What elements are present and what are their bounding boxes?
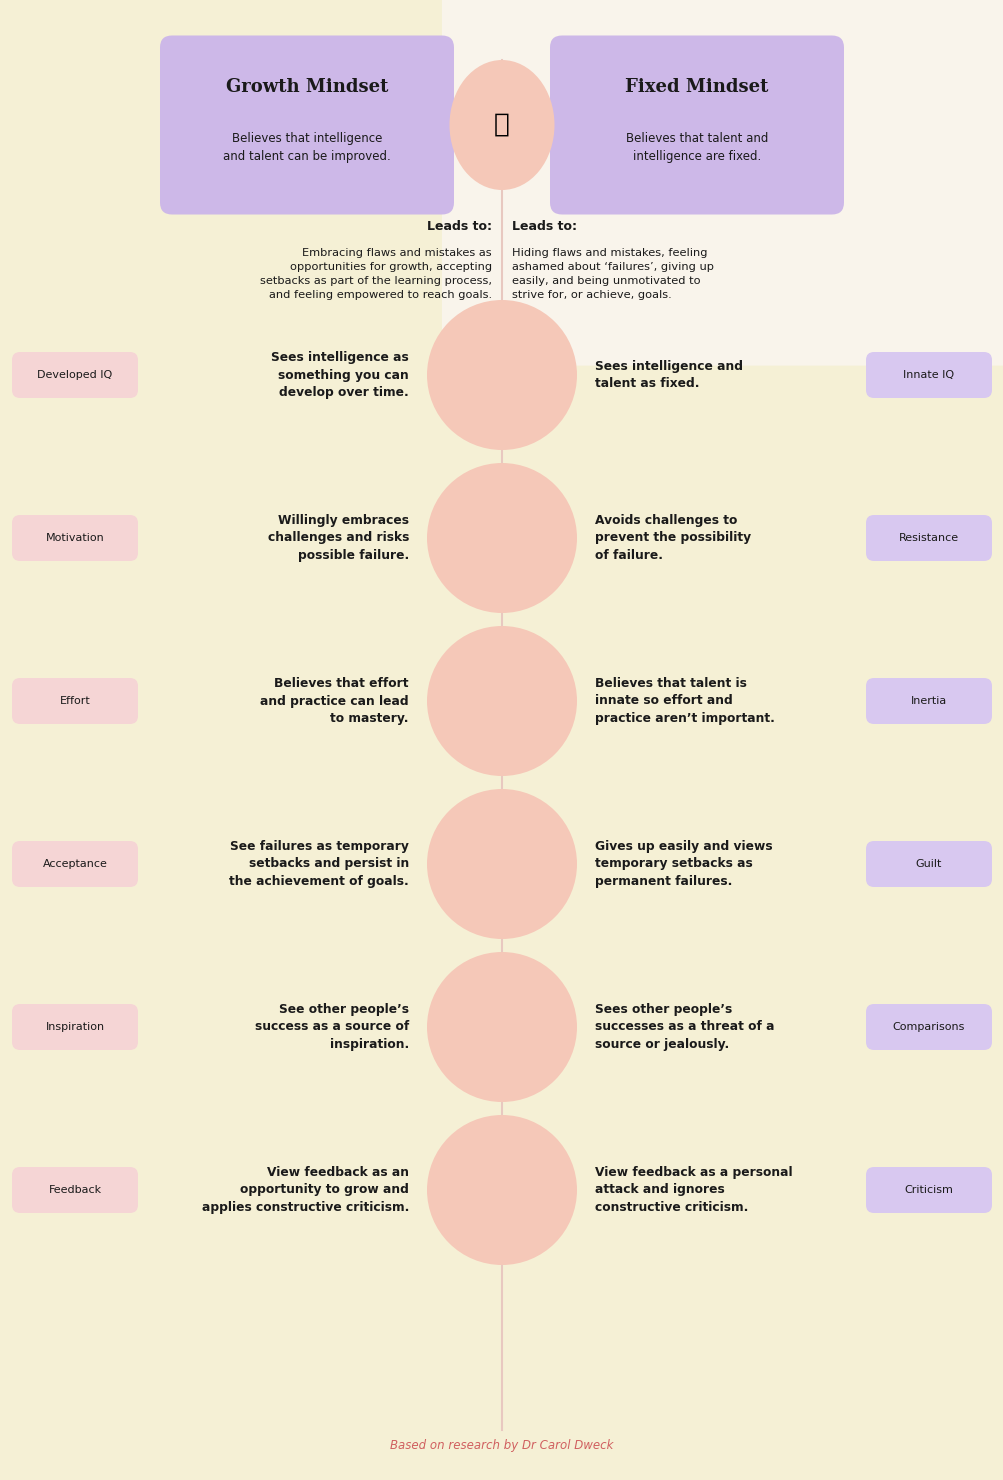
FancyBboxPatch shape [866,515,991,561]
FancyBboxPatch shape [441,0,1003,366]
FancyBboxPatch shape [866,1003,991,1049]
Text: Inertia: Inertia [910,696,946,706]
Text: Believes that talent is
innate so effort and
practice aren’t important.: Believes that talent is innate so effort… [595,676,774,725]
Text: Growth Mindset: Growth Mindset [226,78,388,96]
Circle shape [426,789,577,938]
Ellipse shape [449,61,554,189]
Text: Sees intelligence as
something you can
develop over time.: Sees intelligence as something you can d… [271,351,408,400]
FancyBboxPatch shape [12,841,137,887]
Text: See other people’s
success as a source of
inspiration.: See other people’s success as a source o… [255,1003,408,1051]
Text: Believes that effort
and practice can lead
to mastery.: Believes that effort and practice can le… [260,676,408,725]
FancyBboxPatch shape [12,1168,137,1214]
FancyBboxPatch shape [12,515,137,561]
Circle shape [426,626,577,776]
FancyBboxPatch shape [866,841,991,887]
FancyBboxPatch shape [159,36,453,215]
Text: Leads to:: Leads to: [426,221,491,232]
Text: Fixed Mindset: Fixed Mindset [625,78,768,96]
FancyBboxPatch shape [866,678,991,724]
Text: Believes that intelligence
and talent can be improved.: Believes that intelligence and talent ca… [223,132,390,163]
FancyBboxPatch shape [12,1003,137,1049]
Text: Avoids challenges to
prevent the possibility
of failure.: Avoids challenges to prevent the possibi… [595,514,750,562]
Text: View feedback as an
opportunity to grow and
applies constructive criticism.: View feedback as an opportunity to grow … [202,1166,408,1214]
FancyBboxPatch shape [12,352,137,398]
Text: Resistance: Resistance [898,533,958,543]
Text: Motivation: Motivation [45,533,104,543]
Text: Sees intelligence and
talent as fixed.: Sees intelligence and talent as fixed. [595,360,742,391]
Text: Sees other people’s
successes as a threat of a
source or jealously.: Sees other people’s successes as a threa… [595,1003,773,1051]
Text: View feedback as a personal
attack and ignores
constructive criticism.: View feedback as a personal attack and i… [595,1166,791,1214]
Circle shape [426,952,577,1103]
FancyBboxPatch shape [550,36,844,215]
Text: Developed IQ: Developed IQ [37,370,112,380]
Text: Effort: Effort [59,696,90,706]
Text: Feedback: Feedback [48,1185,101,1194]
Text: Leads to:: Leads to: [512,221,577,232]
Text: Hiding flaws and mistakes, feeling
ashamed about ‘failures’, giving up
easily, a: Hiding flaws and mistakes, feeling asham… [512,249,713,300]
Text: Acceptance: Acceptance [42,858,107,869]
Text: Innate IQ: Innate IQ [903,370,954,380]
Text: Guilt: Guilt [915,858,941,869]
Text: Embracing flaws and mistakes as
opportunities for growth, accepting
setbacks as : Embracing flaws and mistakes as opportun… [260,249,491,300]
Text: Believes that talent and
intelligence are fixed.: Believes that talent and intelligence ar… [625,132,767,163]
FancyBboxPatch shape [12,678,137,724]
Text: Based on research by Dr Carol Dweck: Based on research by Dr Carol Dweck [390,1439,613,1452]
FancyBboxPatch shape [866,352,991,398]
Circle shape [426,1114,577,1265]
Text: Willingly embraces
challenges and risks
possible failure.: Willingly embraces challenges and risks … [268,514,408,562]
Circle shape [426,300,577,450]
Text: Criticism: Criticism [904,1185,953,1194]
Text: See failures as temporary
setbacks and persist in
the achievement of goals.: See failures as temporary setbacks and p… [229,841,408,888]
Text: Gives up easily and views
temporary setbacks as
permanent failures.: Gives up easily and views temporary setb… [595,841,772,888]
Text: Inspiration: Inspiration [45,1023,104,1032]
Text: Comparisons: Comparisons [892,1023,964,1032]
Text: 🧠: 🧠 [493,112,510,138]
Circle shape [426,463,577,613]
FancyBboxPatch shape [866,1168,991,1214]
